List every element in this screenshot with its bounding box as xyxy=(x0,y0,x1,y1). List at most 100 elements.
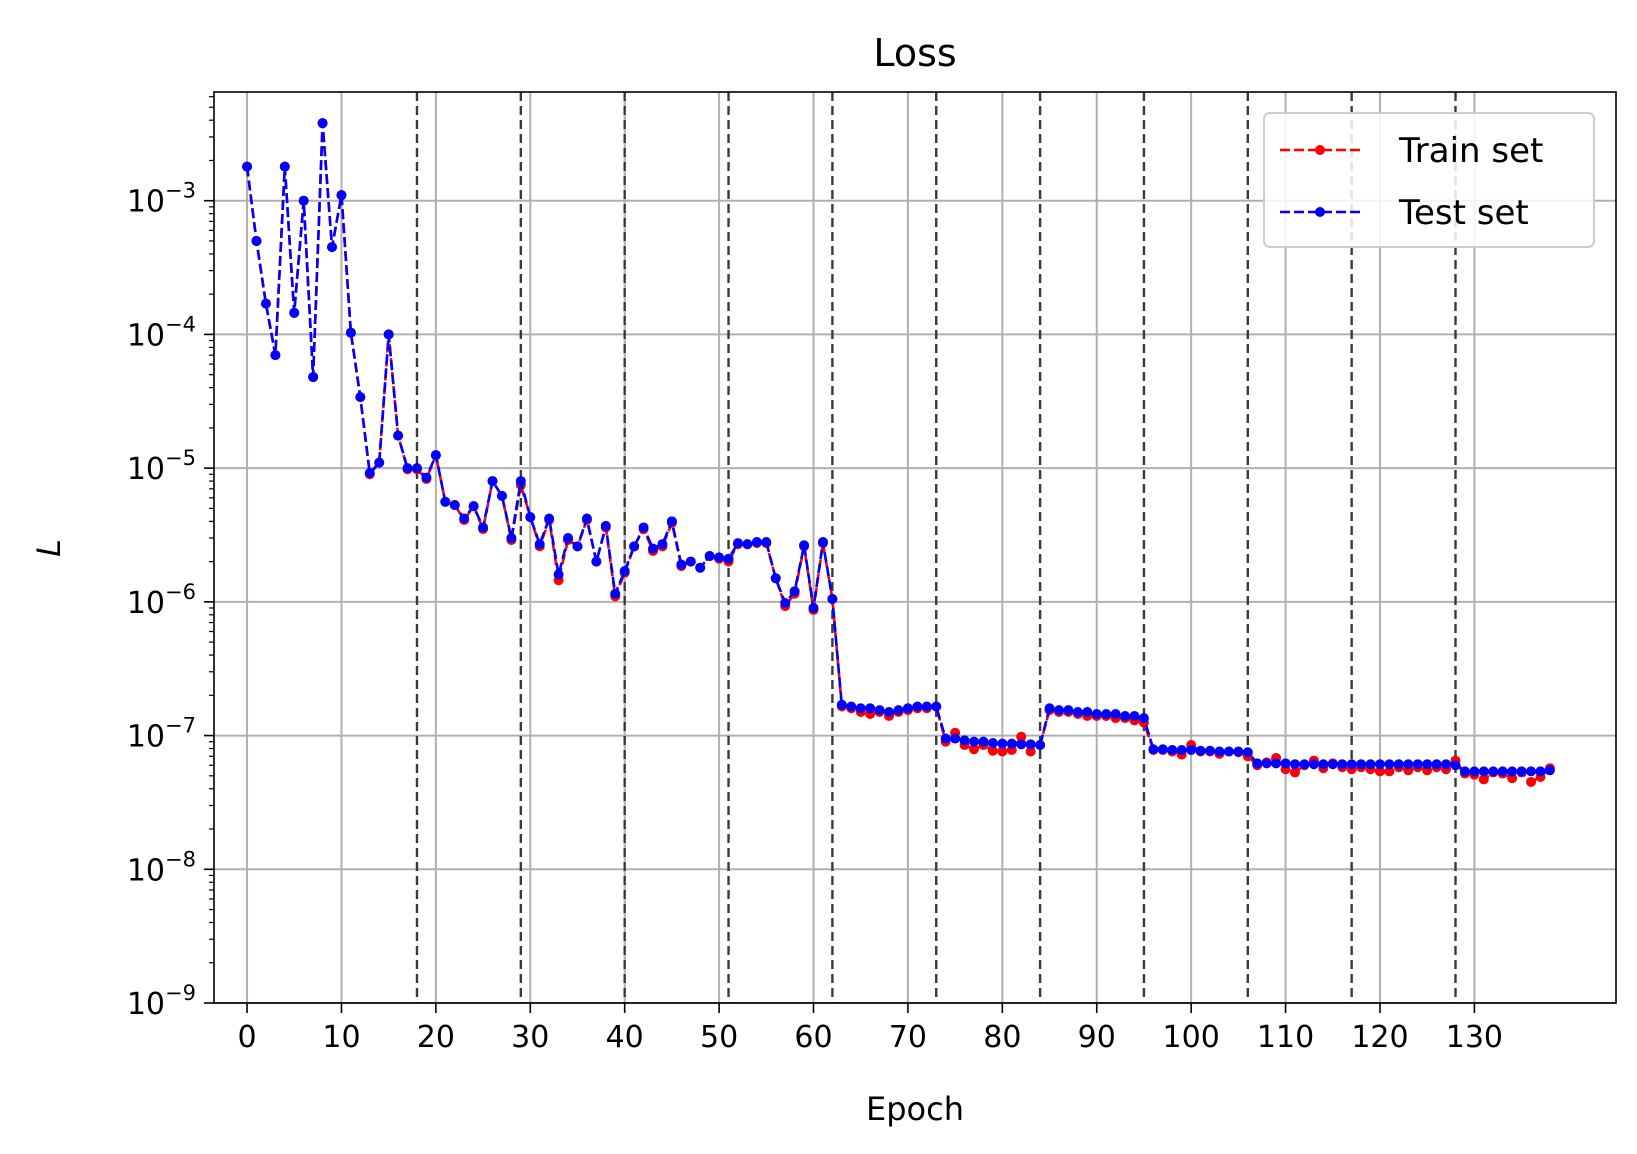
data-point xyxy=(1450,760,1461,771)
data-point xyxy=(666,516,677,527)
data-point xyxy=(1337,759,1348,770)
data-point xyxy=(440,496,451,507)
data-point xyxy=(459,513,470,524)
data-point xyxy=(553,569,564,580)
legend-label: Test set xyxy=(1398,193,1529,233)
data-point xyxy=(732,538,743,549)
data-point xyxy=(260,298,271,309)
data-point xyxy=(506,533,517,544)
data-point xyxy=(780,598,791,609)
y-tick-exponent: −6 xyxy=(165,580,196,604)
data-point xyxy=(449,500,460,511)
data-point xyxy=(1242,747,1253,758)
data-point xyxy=(1167,744,1178,755)
legend-entry: Test set xyxy=(1280,193,1529,233)
data-point xyxy=(242,161,253,172)
data-point xyxy=(969,736,980,747)
x-tick-label: 20 xyxy=(417,1020,455,1055)
data-point xyxy=(912,701,923,712)
y-tick-base: 10 xyxy=(127,853,165,888)
data-point xyxy=(279,161,290,172)
data-point xyxy=(1223,746,1234,757)
x-tick-label: 130 xyxy=(1446,1020,1503,1055)
data-point xyxy=(1035,740,1046,751)
data-point xyxy=(884,707,895,718)
data-point xyxy=(1544,765,1555,776)
data-point xyxy=(1356,759,1367,770)
data-point xyxy=(931,701,942,712)
chart-title: Loss xyxy=(873,31,956,75)
y-tick-base: 10 xyxy=(127,318,165,353)
data-point xyxy=(1365,759,1376,770)
data-point xyxy=(638,522,649,533)
x-tick-label: 40 xyxy=(606,1020,644,1055)
data-point xyxy=(685,556,696,567)
data-point xyxy=(270,350,281,361)
data-point xyxy=(827,594,838,605)
data-point xyxy=(1280,758,1291,769)
data-point xyxy=(1374,759,1385,770)
data-point xyxy=(1290,759,1301,770)
data-point xyxy=(1384,766,1395,777)
y-axis-label: L xyxy=(30,539,68,557)
data-point xyxy=(855,703,866,714)
data-point xyxy=(1308,759,1319,770)
data-point xyxy=(374,457,385,468)
x-tick-label: 30 xyxy=(511,1020,549,1055)
series-test xyxy=(242,118,1555,777)
data-point xyxy=(1346,759,1357,770)
data-point xyxy=(836,699,847,710)
data-point xyxy=(525,512,536,523)
data-point xyxy=(487,476,498,487)
y-tick-exponent: −8 xyxy=(165,847,196,871)
x-tick-label: 70 xyxy=(889,1020,927,1055)
data-point xyxy=(1412,759,1423,770)
data-point xyxy=(1016,739,1027,750)
y-tick-exponent: −9 xyxy=(165,981,196,1005)
data-point xyxy=(714,552,725,563)
data-point xyxy=(1129,711,1140,722)
data-point xyxy=(808,602,819,613)
data-point xyxy=(610,588,621,599)
y-tick-base: 10 xyxy=(127,185,165,220)
data-point xyxy=(1110,708,1121,719)
x-tick-label: 10 xyxy=(322,1020,360,1055)
y-tick-label: 10−6 xyxy=(127,580,196,621)
data-point xyxy=(657,539,668,550)
data-point xyxy=(940,733,951,744)
data-point xyxy=(987,745,998,756)
legend: Train set Test set xyxy=(1263,112,1595,248)
data-point xyxy=(997,746,1008,757)
data-point xyxy=(1157,744,1168,755)
data-point xyxy=(1318,759,1329,770)
data-point xyxy=(496,490,507,501)
x-tick-label: 90 xyxy=(1078,1020,1116,1055)
data-point xyxy=(1299,759,1310,770)
data-point xyxy=(619,566,630,577)
x-tick-label: 120 xyxy=(1351,1020,1408,1055)
data-point xyxy=(959,735,970,746)
legend-box xyxy=(1263,112,1595,248)
y-tick-base: 10 xyxy=(127,452,165,487)
data-point xyxy=(298,195,309,206)
data-point xyxy=(742,539,753,550)
data-point xyxy=(1006,738,1017,749)
data-point xyxy=(308,372,319,383)
data-point xyxy=(1459,766,1470,777)
data-point xyxy=(817,537,828,548)
data-point xyxy=(695,562,706,573)
y-tick-exponent: −4 xyxy=(165,312,196,336)
data-point xyxy=(921,701,932,712)
data-point xyxy=(1478,766,1489,777)
data-point xyxy=(950,733,961,744)
data-point xyxy=(1507,766,1518,777)
data-point xyxy=(1252,758,1263,769)
data-point xyxy=(846,701,857,712)
data-point xyxy=(1214,746,1225,757)
plot-frame xyxy=(213,91,1617,1004)
data-point xyxy=(600,520,611,531)
x-tick-label: 50 xyxy=(700,1020,738,1055)
x-tick-label: 100 xyxy=(1163,1020,1220,1055)
data-point xyxy=(1072,707,1083,718)
